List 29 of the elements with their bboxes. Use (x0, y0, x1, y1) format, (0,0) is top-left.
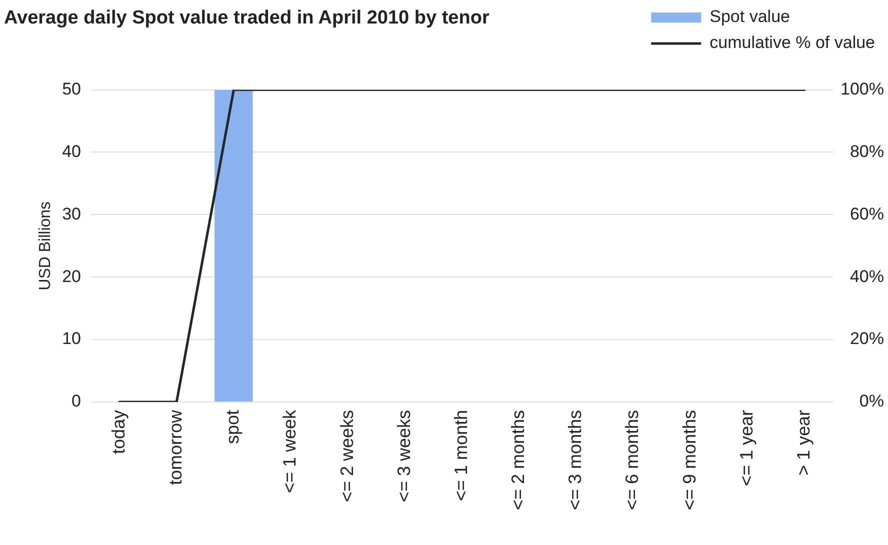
y-tick-label: 20 (62, 266, 81, 286)
x-tick-label: <= 1 month (450, 410, 471, 502)
x-tick-label: tomorrow (166, 409, 186, 486)
y-tick-label: 50 (62, 79, 81, 98)
legend-label: cumulative % of value (710, 33, 876, 52)
x-tick-label: <= 2 months (508, 410, 528, 510)
y2-tick-label: 60% (850, 204, 884, 224)
chart-title: Average daily Spot value traded in April 2010 by tenor (4, 8, 490, 29)
y2-tick-label: 0% (859, 392, 884, 411)
x-tick-label: <= 3 months (565, 410, 586, 510)
x-tick-label: <= 1 year (736, 410, 756, 486)
legend-label: Spot value (710, 7, 790, 26)
x-tick-label: spot (222, 410, 243, 444)
y-axis-title: USD Billions (37, 201, 54, 290)
x-tick-label: <= 3 weeks (394, 410, 414, 502)
x-tick-label: <= 6 months (622, 410, 642, 510)
y-tick-label: 40 (62, 142, 81, 161)
x-tick-label: > 1 year (793, 410, 814, 476)
y2-tick-label: 100% (840, 79, 884, 98)
y-tick-label: 0 (72, 392, 81, 411)
y-tick-label: 30 (62, 204, 81, 224)
x-tick-label: <= 2 weeks (336, 410, 357, 502)
x-tick-label: <= 1 week (280, 409, 300, 494)
x-tick-label: <= 9 months (679, 410, 700, 510)
y2-tick-label: 40% (850, 266, 884, 286)
y-tick-label: 10 (62, 329, 81, 348)
y2-tick-label: 20% (850, 329, 884, 348)
y2-tick-label: 80% (850, 142, 884, 161)
x-tick-label: today (108, 410, 129, 454)
